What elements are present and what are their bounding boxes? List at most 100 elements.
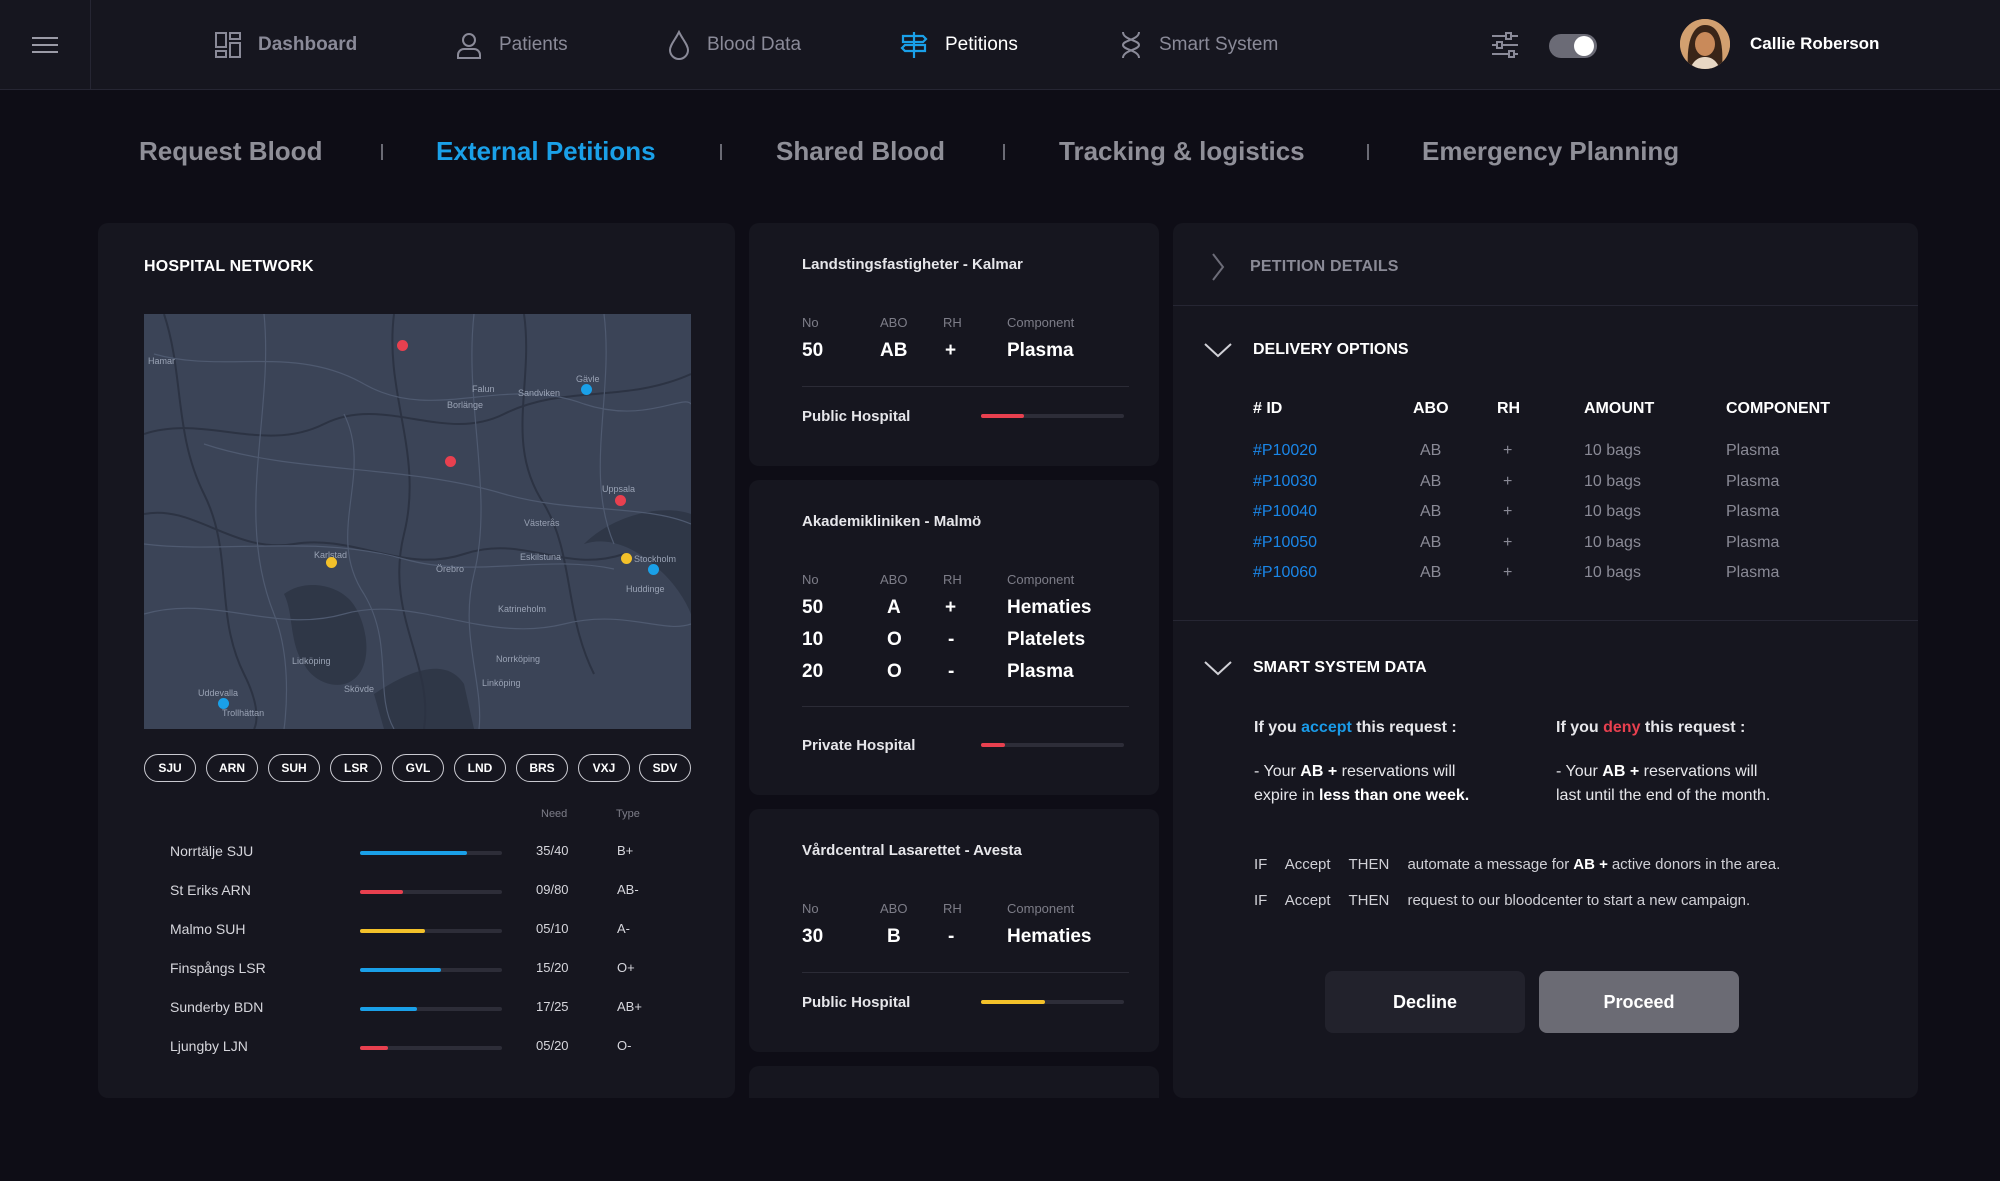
need-bar	[360, 1046, 502, 1050]
petition-card[interactable]: Landstingsfastigheter - Kalmar No ABO RH…	[749, 223, 1159, 466]
theme-toggle[interactable]	[1549, 34, 1597, 58]
map-pin[interactable]	[648, 564, 659, 575]
top-bar: Dashboard Patients Blood Data Petitions …	[0, 0, 2000, 90]
hospital-chip[interactable]: ARN	[206, 754, 258, 782]
map-pin[interactable]	[615, 495, 626, 506]
map-pin[interactable]	[445, 456, 456, 467]
hospital-name: St Eriks ARN	[170, 882, 251, 898]
nav-petitions[interactable]: Petitions	[899, 0, 1018, 90]
blood-group: AB +	[1300, 763, 1338, 780]
hospital-need-row[interactable]: Norrtälje SJU 35/40 B+	[170, 843, 670, 863]
hospital-need-row[interactable]: Malmo SUH 05/10 A-	[170, 921, 670, 941]
rule-action-bold: AB +	[1573, 856, 1608, 873]
petition-card-partial[interactable]	[749, 1066, 1159, 1098]
nav-dashboard[interactable]: Dashboard	[214, 0, 357, 90]
map-pin[interactable]	[326, 557, 337, 568]
blood-type: AB+	[617, 999, 642, 1014]
accept-consequence: - Your AB + reservations will expire in …	[1254, 760, 1469, 808]
map-pin[interactable]	[218, 698, 229, 709]
nav-patients[interactable]: Patients	[455, 0, 568, 90]
sliders-filter-icon[interactable]	[1490, 31, 1520, 64]
hospital-chip[interactable]: BRS	[516, 754, 568, 782]
petition-details-title: PETITION DETAILS	[1250, 258, 1399, 275]
blood-type: B+	[617, 843, 634, 858]
tab-divider	[720, 144, 722, 160]
hospital-chip[interactable]: SDV	[639, 754, 691, 782]
units-value: 30	[802, 926, 824, 947]
map-label: Uddevalla	[198, 688, 239, 698]
rule-then: THEN	[1348, 856, 1390, 873]
accept-line2-pre: expire in	[1254, 787, 1315, 804]
rule-action-pre: request to our bloodcenter to start a ne…	[1407, 892, 1751, 909]
petition-id-link[interactable]: #P10030	[1253, 472, 1318, 490]
component-label: Component	[1007, 315, 1075, 330]
accept-line2-bold: less than one week.	[1318, 787, 1470, 804]
map-label: Gävle	[576, 374, 600, 384]
tab-tracking-logistics[interactable]: Tracking & logistics	[1059, 136, 1305, 166]
nav-blood-data[interactable]: Blood Data	[667, 0, 801, 90]
tab-external-petitions[interactable]: External Petitions	[436, 136, 656, 166]
map-pin[interactable]	[581, 384, 592, 395]
hospital-name: Norrtälje SJU	[170, 843, 254, 859]
amount-value: 10 bags	[1584, 472, 1641, 490]
proceed-button[interactable]: Proceed	[1539, 971, 1739, 1033]
abo-value: AB	[1420, 533, 1442, 551]
petition-id-link[interactable]: #P10050	[1253, 533, 1318, 551]
petition-card[interactable]: Akademikliniken - Malmö No ABO RH Compon…	[749, 480, 1159, 795]
map-label: Skövde	[344, 684, 375, 694]
map-pin[interactable]	[621, 553, 632, 564]
map-label: Karlstad	[314, 550, 348, 560]
toggle-knob	[1574, 36, 1594, 56]
units-value: 50	[802, 597, 824, 618]
hospital-chip[interactable]: SJU	[144, 754, 196, 782]
nav-smart-system[interactable]: Smart System	[1119, 0, 1278, 90]
component-value: Platelets	[1007, 629, 1086, 650]
blood-type: AB-	[617, 882, 639, 897]
chevron-down-icon[interactable]	[1203, 341, 1233, 364]
units-value: 10	[802, 629, 824, 650]
need-bar	[360, 968, 502, 972]
chevron-down-icon[interactable]	[1203, 659, 1233, 682]
petition-id-link[interactable]: #P10020	[1253, 442, 1318, 459]
hospital-chip[interactable]: VXJ	[578, 754, 630, 782]
tab-request-blood[interactable]: Request Blood	[139, 136, 323, 166]
abo-value: AB	[1420, 564, 1442, 581]
units-value: 20	[802, 661, 824, 682]
component-value: Hematies	[1007, 597, 1092, 618]
petition-id-link[interactable]: #P10060	[1253, 564, 1318, 581]
hospital-chip[interactable]: SUH	[268, 754, 320, 782]
hospital-need-row[interactable]: Ljungby LJN 05/20 O-	[170, 1038, 670, 1058]
no-label: No	[802, 901, 819, 916]
nav-label: Dashboard	[258, 34, 358, 55]
map-label: Norrköping	[496, 654, 541, 664]
rh-label: RH	[943, 572, 962, 587]
map-pin[interactable]	[397, 340, 408, 351]
tab-emergency-planning[interactable]: Emergency Planning	[1422, 136, 1680, 166]
hospital-need-row[interactable]: Sunderby BDN 17/25 AB+	[170, 999, 670, 1019]
hospital-need-row[interactable]: St Eriks ARN 09/80 AB-	[170, 882, 670, 902]
need-column-header: Need	[541, 808, 568, 820]
user-icon	[455, 31, 483, 59]
petition-id-link[interactable]: #P10040	[1253, 503, 1318, 520]
tab-shared-blood[interactable]: Shared Blood	[776, 136, 946, 166]
priority-bar-fill	[981, 414, 1024, 418]
hospital-map[interactable]: Hamar Falun Gävle Sandviken Borlänge Upp…	[144, 314, 691, 729]
decline-button[interactable]: Decline	[1325, 971, 1525, 1033]
hospital-name: Finspångs LSR	[170, 960, 266, 976]
hamburger-menu-icon[interactable]	[0, 0, 91, 90]
hospital-chip[interactable]: LSR	[330, 754, 382, 782]
hospital-chip[interactable]: LND	[454, 754, 506, 782]
user-name[interactable]: Callie Roberson	[1750, 34, 1880, 53]
petition-card[interactable]: Vårdcentral Lasarettet - Avesta No ABO R…	[749, 809, 1159, 1052]
map-label: Västerås	[524, 518, 560, 528]
accept-word: accept	[1301, 719, 1352, 736]
map-label: Katrineholm	[498, 604, 547, 614]
chevron-right-icon[interactable]	[1210, 252, 1226, 287]
hospital-chip[interactable]: GVL	[392, 754, 444, 782]
hospital-need-row[interactable]: Finspångs LSR 15/20 O+	[170, 960, 670, 980]
deny-word: deny	[1603, 719, 1641, 736]
need-value: 17/25	[536, 999, 569, 1014]
need-bar-fill	[360, 1007, 417, 1011]
avatar[interactable]	[1680, 19, 1730, 69]
amount-value: 10 bags	[1584, 533, 1641, 551]
